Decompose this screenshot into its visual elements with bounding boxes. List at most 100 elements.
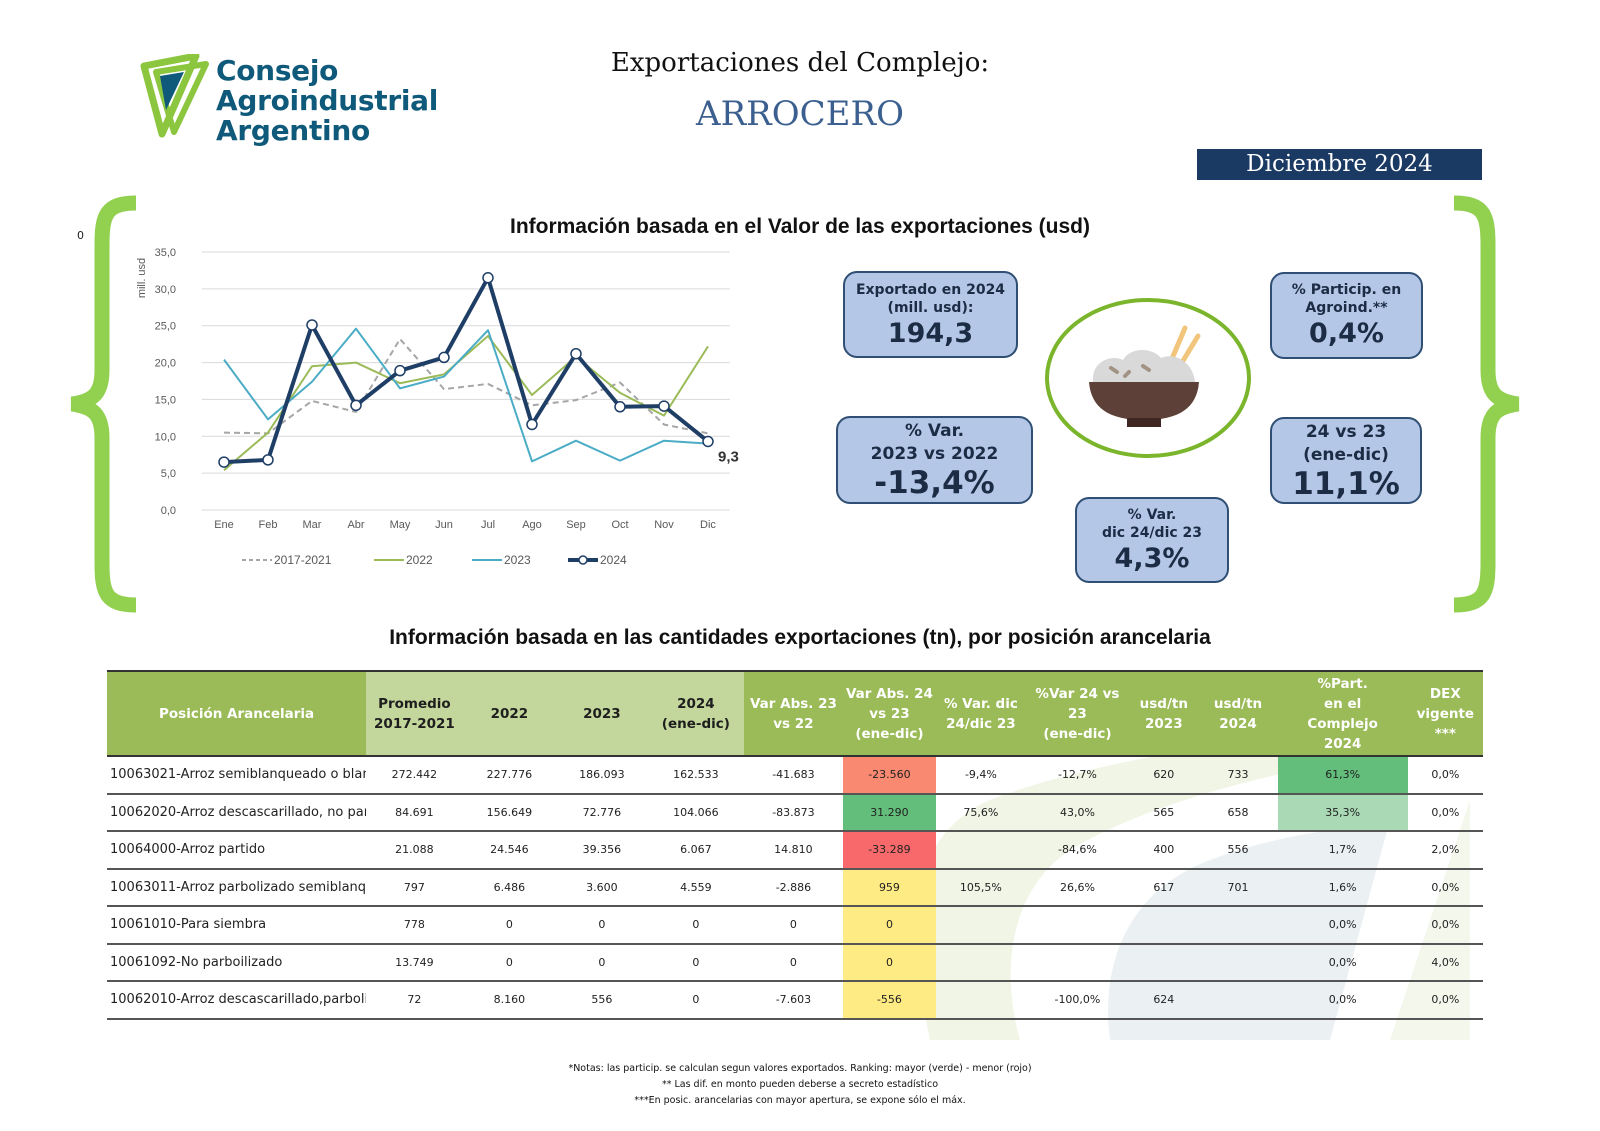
column-header: 2022 <box>462 670 557 757</box>
table-cell: -9,4% <box>936 756 1026 795</box>
y-tick-label: 0,0 <box>161 505 176 517</box>
line-chart: 0,0 5,0 10,0 15,0 20,0 25,0 30,0 35,0 Ene Feb Mar… <box>136 247 739 567</box>
table-cell <box>1025 906 1130 945</box>
column-header-line: usd/tn <box>1139 695 1188 712</box>
column-header-line: %Part. <box>1317 675 1368 692</box>
data-point <box>350 399 362 412</box>
table-cell: 104.066 <box>647 793 745 832</box>
y-axis-label: mill. usd <box>136 258 148 298</box>
y-tick-label: 10,0 <box>155 431 176 443</box>
column-header: % Var. dic 24/dic 23 <box>936 670 1026 757</box>
column-header: 2023 <box>556 670 648 757</box>
kpi-value: -13,4% <box>874 465 995 501</box>
footnote: ***En posic. arancelarias con mayor aper… <box>634 1095 966 1106</box>
table-cell: -7.603 <box>744 981 843 1020</box>
kpi-label: % Var. <box>904 421 965 441</box>
column-header-line: usd/tn <box>1213 695 1263 712</box>
table-cell: 13.749 <box>366 943 463 982</box>
column-header-line: Promedio <box>378 695 451 712</box>
table-cell: 0,0% <box>1277 981 1408 1020</box>
data-point <box>218 456 230 468</box>
tariff-position-name: 10061092-No parboilizado <box>107 943 367 982</box>
footnotes: *Notas: las particip. se calculan segun … <box>300 1061 1300 1109</box>
data-point <box>702 435 714 448</box>
table-cell: 4,0% <box>1407 943 1483 982</box>
table-cell: 959 <box>842 868 937 907</box>
table-cell: 400 <box>1129 831 1199 870</box>
table-cell: 72.776 <box>556 793 648 832</box>
kpi-label: Agroind.** <box>1305 300 1388 316</box>
table-cell: 0,0% <box>1407 906 1483 945</box>
footnote: *Notas: las particip. se calculan segun … <box>568 1063 1032 1074</box>
table-cell: 0,0% <box>1277 943 1408 982</box>
column-header-line: Complejo <box>1307 715 1378 732</box>
kpi-label: Exportado en 2024 <box>855 282 1006 298</box>
column-header: Var Abs. 24 vs 23 (ene-dic) <box>842 670 937 757</box>
kpi-value: 194,3 <box>887 318 974 349</box>
table-cell: 0 <box>647 981 745 1020</box>
kpi-var-2023-vs-2022: % Var. 2023 vs 2022 -13,4% <box>836 416 1033 504</box>
legend-marker <box>578 555 588 565</box>
logo-text-line: Agroindustrial <box>216 84 439 117</box>
table-row: 10063011-Arroz parbolizado semiblanquea 7… <box>107 868 1483 907</box>
kpi-value: 0,4% <box>1309 318 1384 349</box>
table-cell: 105,5% <box>936 868 1026 907</box>
column-header-line: vs 22 <box>773 715 814 732</box>
table-cell <box>936 831 1026 870</box>
table-cell <box>1198 906 1278 945</box>
x-tick-label: Jul <box>481 519 495 531</box>
column-header: Var Abs. 23 vs 22 <box>744 670 843 757</box>
column-header-line: 2022 <box>490 705 529 722</box>
table-cell: 75,6% <box>936 793 1026 832</box>
kpi-var-24-vs-23: 24 vs 23 (ene-dic) 11,1% <box>1270 417 1422 504</box>
table-cell <box>936 943 1026 982</box>
x-tick-label: Jun <box>435 519 453 531</box>
column-header-line: Var Abs. 23 <box>749 695 837 712</box>
column-header-line: 2024 <box>1323 735 1362 752</box>
kpi-label: % Particip. en <box>1291 282 1402 298</box>
column-header-line: % Var. dic <box>943 695 1018 712</box>
column-header: DEX vigente *** <box>1407 670 1483 757</box>
table-cell: 0 <box>744 906 843 945</box>
table-cell: 0,0% <box>1407 981 1483 1020</box>
table-cell: -2.886 <box>744 868 843 907</box>
kpi-label: % Var. <box>1127 507 1177 523</box>
table-cell: 21.088 <box>366 831 463 870</box>
table-cell: 14.810 <box>744 831 843 870</box>
table-cell: 61,3% <box>1277 756 1408 795</box>
table-cell: 156.649 <box>462 793 557 832</box>
logo-text-line: Consejo <box>216 54 339 87</box>
x-tick-label: Feb <box>259 519 278 531</box>
table-cell: -12,7% <box>1025 756 1130 795</box>
table-cell: 733 <box>1198 756 1278 795</box>
table-cell: 0 <box>842 943 937 982</box>
table-cell <box>1198 981 1278 1020</box>
table-cell: 162.533 <box>647 756 745 795</box>
series-line-2023 <box>223 327 709 463</box>
value-section-title: Información basada en el Valor de las ex… <box>509 215 1090 238</box>
series-line-2017-2021 <box>223 337 709 435</box>
table-cell: 0 <box>462 943 557 982</box>
data-point <box>306 319 318 331</box>
column-header-line: DEX <box>1429 685 1461 702</box>
table-cell: -23.560 <box>842 756 937 795</box>
column-header: usd/tn 2024 <box>1198 670 1278 757</box>
y-tick-label: 30,0 <box>155 284 176 296</box>
column-header: usd/tn 2023 <box>1129 670 1199 757</box>
data-point <box>570 347 582 360</box>
column-header-line: Posición Arancelaria <box>158 705 315 722</box>
table-cell: 0 <box>842 906 937 945</box>
table-cell: 1,6% <box>1277 868 1408 907</box>
period-badge: Diciembre 2024 <box>1197 149 1482 180</box>
x-tick-label: Sep <box>566 519 586 531</box>
table-cell: 24.546 <box>462 831 557 870</box>
y-tick-label: 25,0 <box>155 321 176 333</box>
x-tick-label: Nov <box>654 519 674 531</box>
table-cell: 43,0% <box>1025 793 1130 832</box>
table-cell: 3.600 <box>556 868 648 907</box>
table-row: 10061092-No parboilizado 13.749 0 0 0 0 0 0,0% 4… <box>107 943 1483 982</box>
footnote: ** Las dif. en monto pueden deberse a se… <box>661 1079 939 1090</box>
tariff-position-name: 10064000-Arroz partido <box>107 831 367 870</box>
table-cell: 26,6% <box>1025 868 1130 907</box>
column-header-line: vigente <box>1416 705 1475 722</box>
